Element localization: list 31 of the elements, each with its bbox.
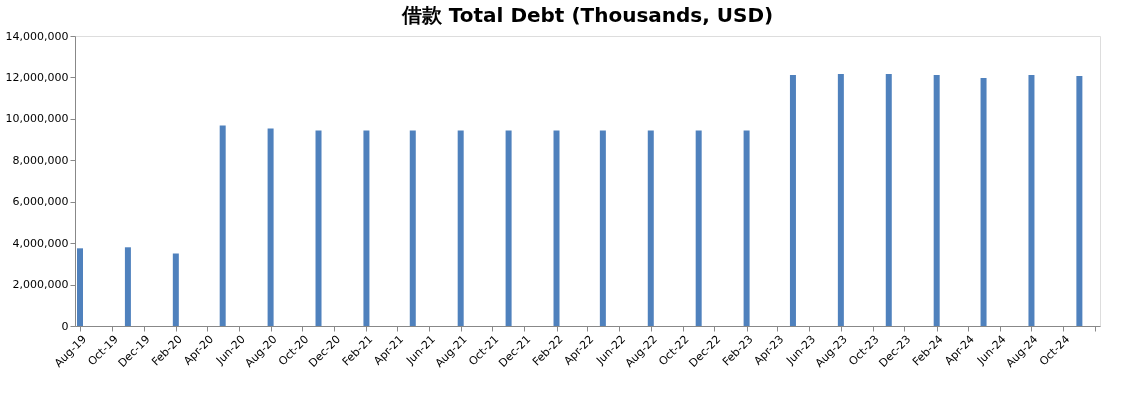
bar (1076, 75, 1083, 326)
bar (695, 130, 702, 326)
bar (599, 130, 606, 326)
bar (363, 130, 370, 326)
bar (505, 130, 512, 326)
y-tick-label: 4,000,000 (12, 236, 69, 250)
bar (647, 130, 654, 326)
y-tick-label: 12,000,000 (5, 70, 69, 84)
bar (837, 73, 844, 326)
bar (77, 248, 83, 326)
y-tick-label: 8,000,000 (12, 153, 69, 167)
bar (933, 74, 940, 326)
chart-title: 借款 Total Debt (Thousands, USD) (400, 3, 774, 27)
bar (1028, 74, 1035, 326)
y-tick-label: 6,000,000 (12, 195, 69, 209)
bar (267, 128, 274, 326)
bar (789, 74, 796, 326)
bar (219, 125, 226, 326)
y-tick-label: 0 (61, 319, 69, 333)
bar (743, 130, 750, 326)
bar (172, 253, 179, 326)
bar (409, 130, 416, 326)
bar (124, 247, 131, 326)
bar (315, 130, 322, 326)
bar (885, 73, 892, 326)
y-tick-label: 14,000,000 (5, 29, 69, 43)
bar (457, 130, 464, 326)
bar (980, 78, 987, 326)
y-tick-label: 2,000,000 (12, 278, 69, 292)
bar (553, 130, 560, 326)
y-tick-label: 10,000,000 (5, 112, 69, 126)
